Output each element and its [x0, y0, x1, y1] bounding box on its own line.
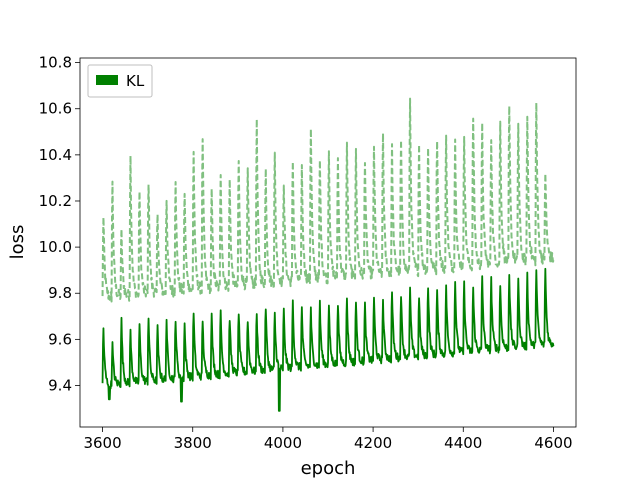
legend-swatch-kl [96, 75, 118, 85]
y-tick-label-10.6: 10.6 [39, 100, 72, 118]
y-tick-label-10.0: 10.0 [39, 238, 72, 256]
x-axis-ticks: 3600 3800 4000 4200 4400 4600 [83, 427, 573, 452]
x-axis-label: epoch [301, 458, 356, 479]
x-tick-label-4000: 4000 [264, 434, 302, 452]
x-tick-label-4600: 4600 [534, 434, 572, 452]
x-tick-label-4400: 4400 [444, 434, 482, 452]
x-tick-label-3600: 3600 [83, 434, 121, 452]
legend: KL [87, 64, 153, 98]
y-tick-label-9.6: 9.6 [48, 330, 72, 348]
legend-box [87, 64, 153, 98]
series-line-kl [101, 267, 555, 412]
series-line-dashed [101, 97, 555, 303]
y-tick-label-10.8: 10.8 [39, 54, 72, 72]
y-axis-label: loss [7, 225, 28, 260]
plot-frame [79, 57, 577, 428]
y-tick-label-9.8: 9.8 [48, 284, 72, 302]
x-tick-label-4200: 4200 [354, 434, 392, 452]
legend-entry-kl: KL [126, 72, 145, 90]
x-tick-label-3800: 3800 [174, 434, 212, 452]
y-tick-label-10.2: 10.2 [39, 192, 72, 210]
series-layer [101, 97, 555, 412]
y-axis-ticks: 9.4 9.6 9.8 10.0 10.2 10.4 10.6 10.8 [39, 54, 80, 394]
y-tick-label-10.4: 10.4 [39, 146, 72, 164]
y-tick-label-9.4: 9.4 [48, 376, 72, 394]
